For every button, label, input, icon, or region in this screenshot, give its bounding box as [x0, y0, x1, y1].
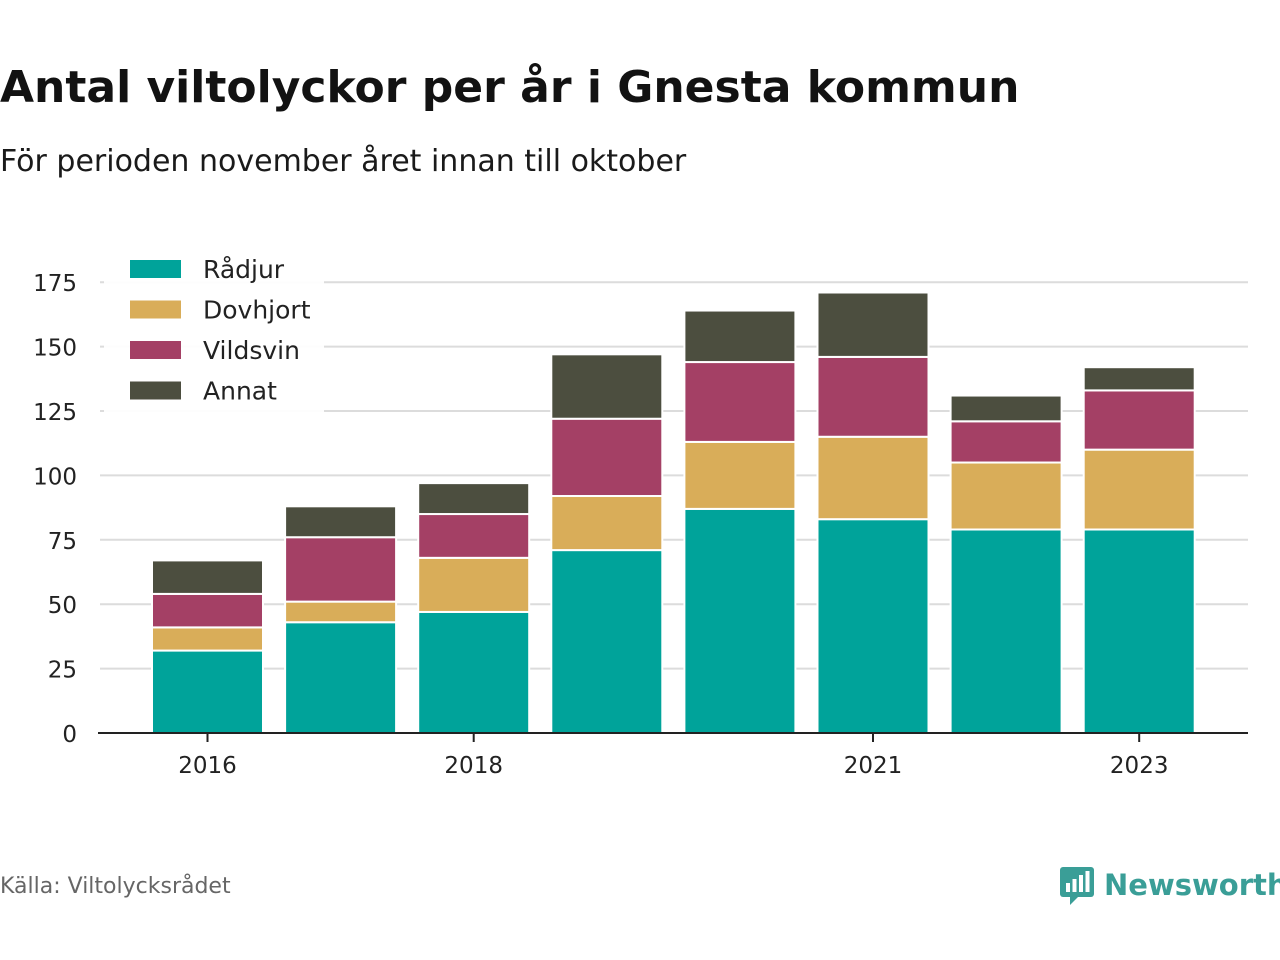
bar-segment [683, 309, 797, 364]
newsworthy-logo-icon [1060, 867, 1094, 905]
bar-segment [816, 435, 930, 521]
x-tick-label: 2016 [178, 753, 237, 779]
source-note: Källa: Viltolycksrådet [0, 874, 231, 899]
y-tick-label: 100 [33, 464, 77, 490]
bar-segment [816, 291, 930, 358]
bar-segment [550, 549, 664, 734]
bar-segment [816, 355, 930, 438]
bar-segment [417, 513, 531, 559]
x-axis: 2016 2018 2021 2023 [98, 732, 1248, 779]
bar-segment [550, 495, 664, 552]
bar-segment [550, 417, 664, 498]
legend-swatch [130, 300, 181, 319]
bar-segment [284, 536, 398, 603]
legend-swatch [130, 260, 181, 278]
bar-segment [550, 353, 664, 420]
legend: Rådjur Dovhjort Vildsvin Annat [104, 248, 324, 418]
legend-label: Vildsvin [203, 336, 300, 365]
bar-segment [1082, 528, 1196, 734]
legend-swatch [130, 381, 181, 400]
bar-segment [683, 507, 797, 734]
y-tick-label: 125 [33, 400, 77, 426]
bar-segment [1082, 448, 1196, 531]
bar-segment [949, 420, 1063, 464]
x-tick-label: 2023 [1110, 753, 1169, 779]
chart-title: Antal viltolyckor per år i Gnesta kommun [0, 62, 1020, 113]
y-tick-label: 50 [48, 593, 77, 619]
bar-segment [1082, 366, 1196, 392]
y-axis: 0 25 50 75 100 125 150 175 [33, 271, 77, 748]
y-tick-label: 75 [48, 529, 77, 555]
legend-label: Dovhjort [203, 296, 311, 325]
legend-label: Annat [203, 377, 277, 406]
legend-swatch [130, 341, 181, 359]
bar-segment [949, 394, 1063, 423]
bar-segment [417, 556, 531, 613]
legend-label: Rådjur [203, 255, 285, 284]
bar-segment [417, 482, 531, 516]
x-tick-label: 2018 [444, 753, 503, 779]
y-tick-label: 175 [33, 271, 77, 297]
y-tick-label: 0 [62, 722, 77, 748]
bars [151, 291, 1196, 735]
bar-segment [151, 592, 264, 629]
bar-segment [1082, 389, 1196, 451]
bar-segment [284, 621, 398, 734]
bar-segment [417, 610, 531, 734]
bar-segment [816, 518, 930, 735]
chart-subtitle: För perioden november året innan till ok… [0, 144, 687, 179]
bar-segment [949, 528, 1063, 734]
bar-segment [151, 649, 264, 734]
bar-segment [151, 626, 264, 652]
brand-name: Newsworthy [1104, 868, 1280, 902]
bar-segment [683, 361, 797, 443]
bar-segment [284, 505, 398, 539]
y-tick-label: 25 [48, 658, 77, 684]
bar-segment [949, 461, 1063, 531]
x-tick-label: 2021 [844, 753, 903, 779]
y-tick-label: 150 [33, 336, 77, 362]
bar-segment [683, 440, 797, 510]
bar-segment [151, 559, 264, 595]
brand-logo: Newsworthy [1058, 860, 1280, 910]
bar-segment [284, 600, 398, 624]
